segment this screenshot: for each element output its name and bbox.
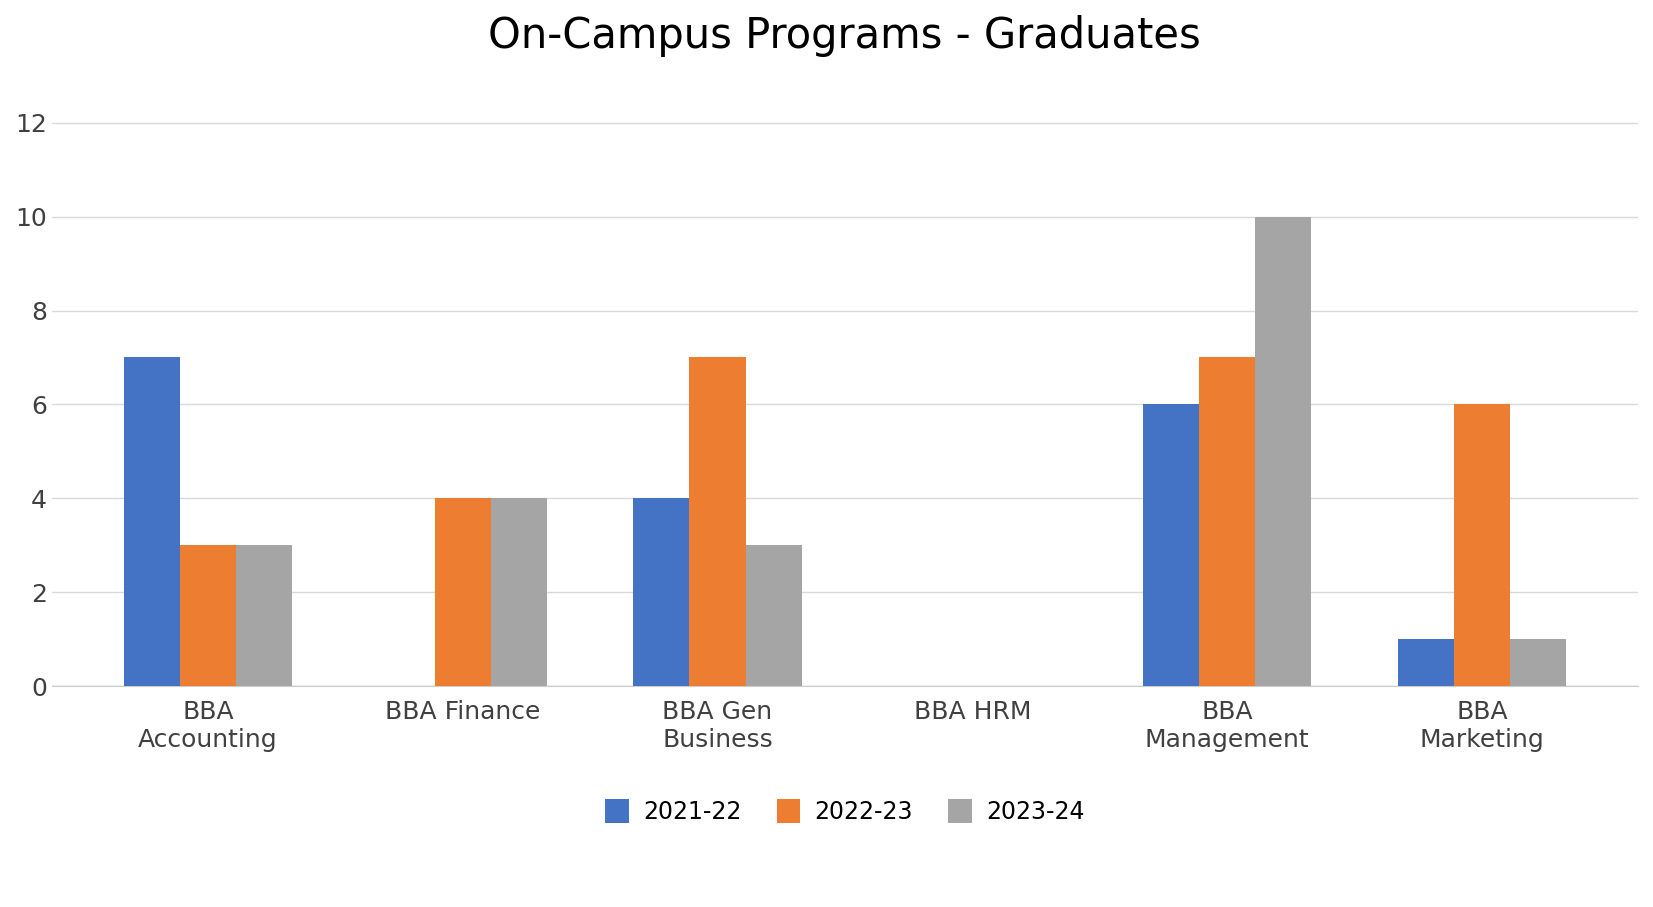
Bar <box>124 357 180 686</box>
Bar <box>491 498 547 686</box>
Bar <box>236 545 293 686</box>
Bar <box>689 357 746 686</box>
Legend: 2021-22, 2022-23, 2023-24: 2021-22, 2022-23, 2023-24 <box>595 789 1094 834</box>
Bar <box>180 545 236 686</box>
Title: On-Campus Programs - Graduates: On-Campus Programs - Graduates <box>489 15 1202 57</box>
Bar <box>746 545 802 686</box>
Bar <box>1255 217 1311 686</box>
Bar <box>633 498 689 686</box>
Bar <box>1398 639 1453 686</box>
Bar <box>1453 405 1509 686</box>
Bar <box>435 498 491 686</box>
Bar <box>1509 639 1565 686</box>
Bar <box>1198 357 1255 686</box>
Bar <box>1142 405 1198 686</box>
